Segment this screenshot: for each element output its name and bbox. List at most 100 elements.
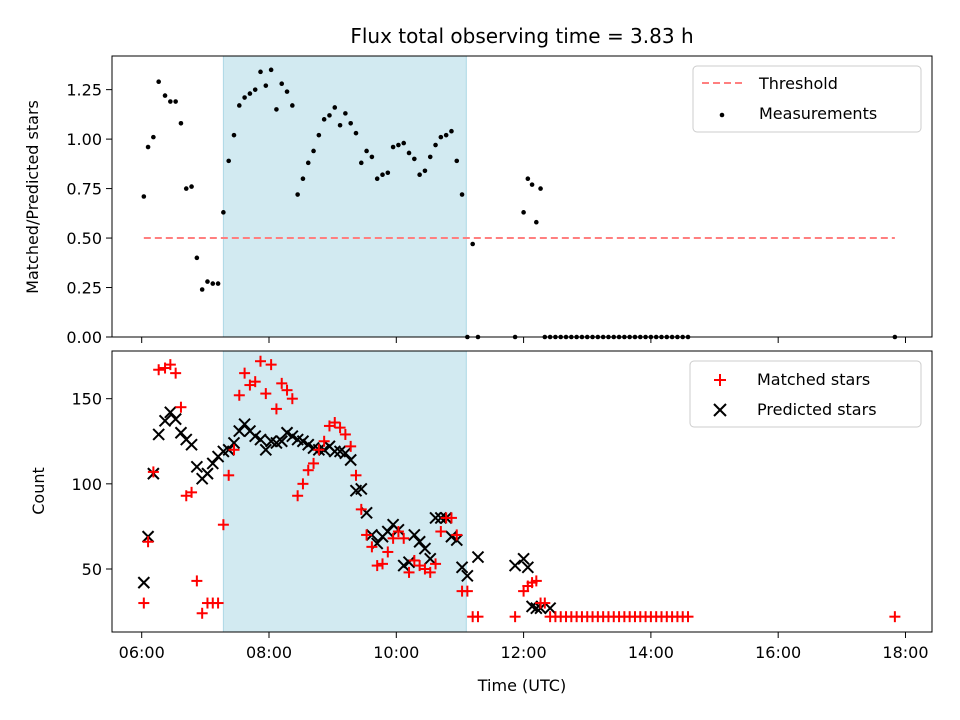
legend-measurement-swatch [719,112,725,118]
bottom-y-tick-label: 150 [71,390,102,409]
measurement-point [401,140,407,146]
measurement-point [406,150,412,156]
top-y-tick-label: 0.25 [66,279,102,298]
predicted-star-point [521,561,535,574]
matched-star-point [138,597,150,609]
chart-title: Flux total observing time = 3.83 h [350,24,693,48]
predicted-star-point [169,412,182,426]
matched-star-point [276,377,288,389]
matched-star-point [186,486,198,498]
matched-star-point [228,444,240,456]
predicted-star-point [429,511,442,525]
measurement-point [199,287,205,292]
top-y-tick-label: 0.00 [66,328,102,347]
matched-star-point [147,466,159,478]
matched-star-point [233,389,245,401]
top-y-tick-label: 0.75 [66,180,102,199]
x-axis-label: Time (UTC) [477,676,566,695]
measurement-point [305,160,311,166]
predicted-star-point [455,561,469,574]
measurement-point [412,156,417,162]
bottom-highlight-span [222,350,467,633]
x-tick-label: 08:00 [246,643,292,662]
predicted-star-point [508,559,522,572]
matched-star-point [355,503,367,515]
matched-star-point [435,526,447,538]
predicted-star-point [355,482,368,496]
matched-star-point [408,554,420,566]
measurement-point [189,184,194,189]
matched-star-point [260,388,272,400]
measurement-point [274,107,279,112]
measurement-point [178,120,184,126]
predicted-star-point [158,414,172,428]
matched-star-point [239,367,251,379]
measurement-point [337,122,343,128]
x-tick-label: 14:00 [628,643,674,662]
matched-star-point [196,607,208,619]
measurement-point [252,87,258,92]
legend-matched-swatch [714,374,726,386]
top-plot-frame [111,55,933,338]
measurement-point [454,158,460,164]
legend-measurements-label: Measurements [759,104,877,123]
measurement-point [529,182,535,187]
measurement-point [226,158,231,164]
predicted-star-point [185,438,198,451]
measurement-point [353,130,359,136]
predicted-star-point [424,552,437,565]
predicted-star-point [190,460,204,474]
bottom-y-axis-label: Count [29,467,48,515]
matched-star-point [255,355,267,367]
predicted-star-point [259,443,273,456]
measurement-point [427,154,433,160]
x-tick-label: 10:00 [373,643,419,662]
measurement-point [538,186,543,191]
bottom-y-tick-label: 100 [71,475,102,494]
matched-star-point [265,359,277,371]
matched-star-point [281,384,293,396]
measurement-point [449,128,454,134]
matched-star-point [539,597,551,609]
predicted-star-point [471,550,485,564]
measurement-point [433,142,438,148]
predicted-star-point [461,569,474,583]
top-y-axis-label: Matched/Predicted stars [23,100,42,294]
measurement-point [247,91,253,96]
measurement-point [284,89,290,94]
measurement-point [343,111,348,116]
predicted-star-point [164,406,177,419]
measurement-point [417,172,422,178]
measurement-point [263,83,269,88]
matched-star-point [371,560,383,572]
measurement-point [205,279,210,284]
measurement-point [141,194,147,199]
bottom-legend: Matched stars Predicted stars [689,360,922,428]
predicted-star-point [275,435,288,448]
measurement-point [151,134,156,140]
matched-star-point [302,464,314,476]
predicted-star-point [328,445,341,458]
bottom-legend-box [689,360,922,428]
measurement-point [300,176,306,181]
predicted-star-point [344,453,357,467]
predicted-star-point [254,433,267,446]
predicted-star-point [413,535,426,548]
measurement-point [258,69,263,75]
matched-star-point [142,536,154,548]
top-panel: 0.00 0.25 0.50 0.75 1.00 1.25 Matched/Predict… [23,55,933,347]
matched-star-point [461,585,473,597]
matched-star-point [212,597,224,609]
matched-star-point [889,611,901,623]
matched-star-point [175,401,187,413]
legend-matched-label: Matched stars [757,370,870,389]
matched-star-point [297,478,309,490]
matched-star-point [403,566,415,578]
matched-star-point [270,403,282,415]
measurement-point [380,172,385,178]
measurement-point [215,281,221,286]
matched-star-point [191,575,203,587]
measurement-point [145,144,151,150]
matched-star-point [530,575,542,587]
predicted-star-point [402,555,416,569]
